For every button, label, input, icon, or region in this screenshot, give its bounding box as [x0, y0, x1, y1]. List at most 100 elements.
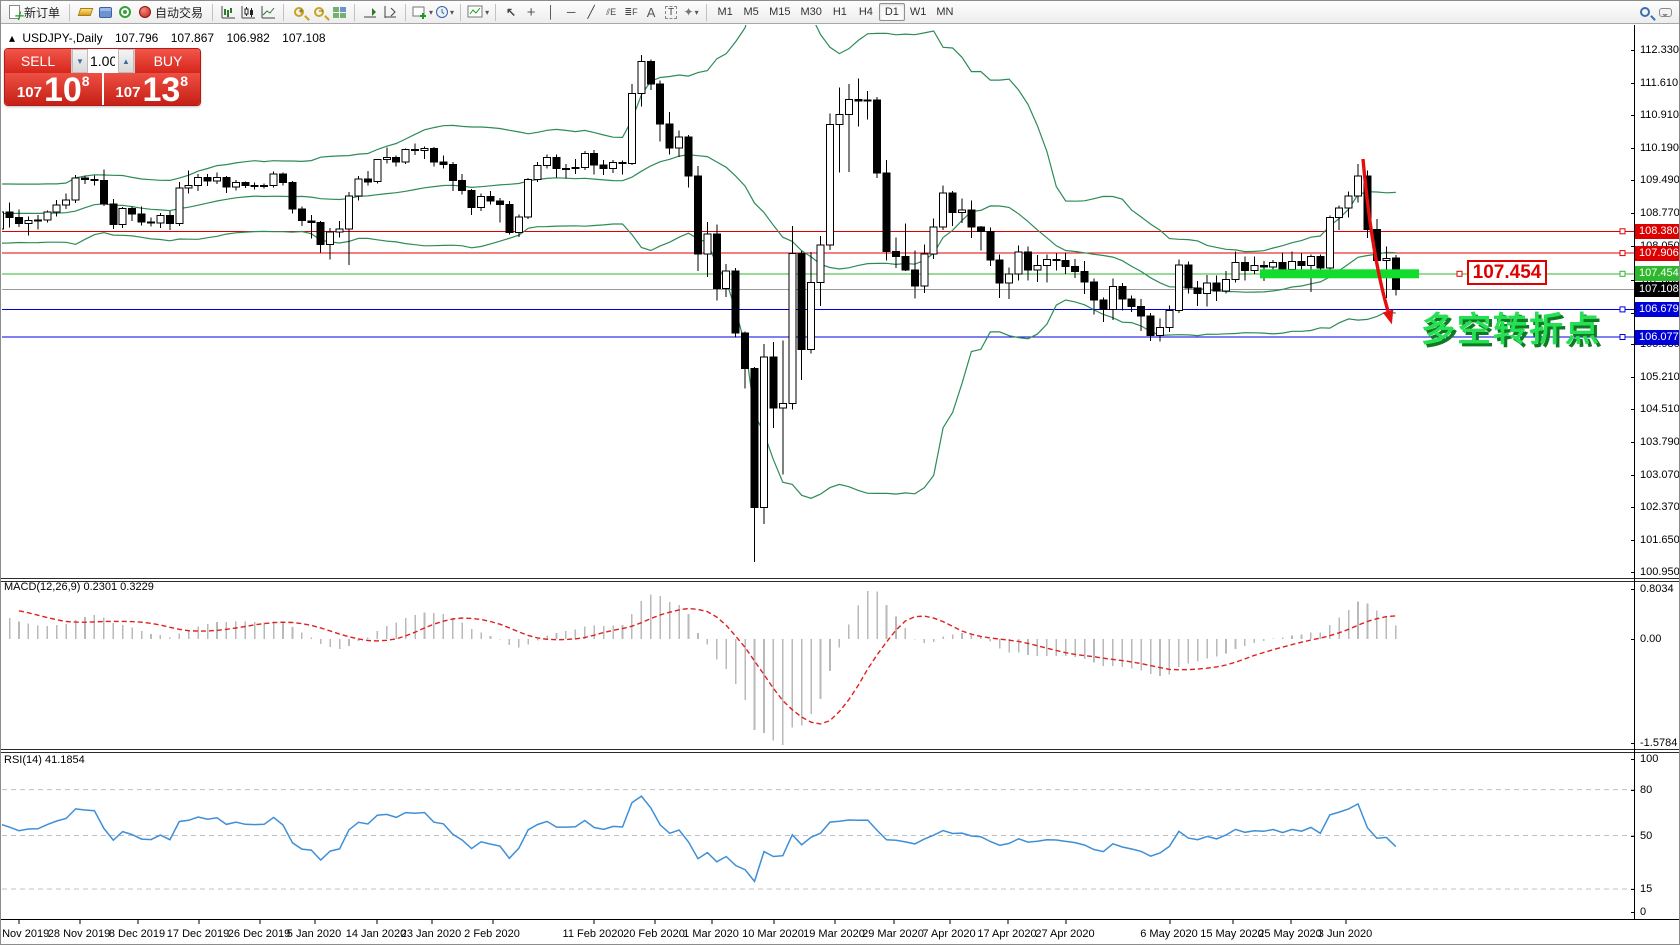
candle	[590, 152, 599, 166]
date-label: 6 May 2020	[1140, 928, 1198, 940]
candle	[392, 156, 401, 163]
date-label: 7 Apr 2020	[922, 928, 976, 940]
label-handle[interactable]	[1456, 270, 1463, 277]
buy-button[interactable]: BUY	[135, 49, 200, 73]
candle	[826, 123, 834, 246]
feedback-icon[interactable]	[1656, 2, 1674, 22]
toolbar: ＋ 新订单 自动交易 + − ▾ ▾	[1, 1, 1679, 24]
auto-trading-button[interactable]: 自动交易	[135, 2, 207, 22]
bollinger-bands	[2, 25, 1396, 499]
candle	[1222, 279, 1230, 292]
timeframe-H1[interactable]: H1	[832, 6, 847, 18]
zoom-in-icon[interactable]: +	[290, 2, 308, 22]
timeframe-bar: M1 M5 M15 M30 H1 H4 D1 W1 MN	[712, 3, 958, 21]
candle	[1005, 273, 1014, 284]
timeframe-D1[interactable]: D1	[878, 3, 905, 21]
chart-shift-icon[interactable]	[381, 2, 399, 22]
candle	[128, 207, 137, 215]
volume-increase-button[interactable]: ▲	[118, 49, 134, 73]
date-label: 17 Apr 2020	[977, 928, 1037, 940]
volume-decrease-button[interactable]: ▼	[72, 49, 88, 73]
line-handle[interactable]	[1619, 334, 1626, 340]
timeframe-W1[interactable]: W1	[909, 6, 927, 18]
text-label-icon[interactable]: T	[662, 2, 680, 22]
new-chart-icon[interactable]: ▾	[412, 2, 433, 22]
terminal-icon[interactable]	[96, 2, 114, 22]
price-badge: 107.906	[1635, 246, 1679, 261]
date-label: 11 Feb 2020	[562, 928, 624, 940]
ohlc-close: 107.108	[282, 31, 326, 45]
candle	[165, 215, 174, 224]
date-label: 19 Mar 2020	[803, 928, 865, 940]
object-marker-icon: ▴	[9, 31, 16, 45]
cursor-icon[interactable]: ↖	[506, 5, 517, 19]
zoom-out-icon[interactable]: −	[310, 2, 328, 22]
chart-canvas[interactable]	[2, 25, 1634, 945]
candle	[1165, 310, 1174, 329]
tile-windows-icon[interactable]	[330, 2, 348, 22]
sell-button[interactable]: SELL	[5, 49, 71, 73]
timeframe-H4[interactable]: H4	[858, 6, 873, 18]
candle	[147, 221, 155, 224]
pane-separator[interactable]	[1, 578, 1679, 579]
line-handle[interactable]	[1619, 228, 1626, 235]
sell-price[interactable]: 107 10 8	[16, 71, 90, 106]
candle	[901, 256, 910, 271]
search-icon[interactable]	[1636, 2, 1654, 22]
volume-input[interactable]	[88, 49, 118, 73]
equidistant-channel-icon[interactable]: ⫽ E	[606, 6, 617, 18]
timeframe-MN[interactable]: MN	[936, 6, 954, 18]
horizontal-line-icon[interactable]: ─	[566, 5, 576, 19]
candle	[99, 179, 108, 205]
chart-profiles-icon[interactable]: ▾	[435, 2, 454, 22]
price-label[interactable]: 107.454	[1467, 260, 1547, 285]
candle	[1250, 265, 1259, 271]
fibonacci-icon[interactable]: ≣ F	[624, 6, 638, 18]
candle	[109, 203, 118, 226]
candlestick-chart-icon[interactable]	[239, 2, 257, 22]
line-chart-icon[interactable]	[259, 2, 277, 22]
timeframe-M5[interactable]: M5	[743, 6, 759, 18]
auto-scroll-icon[interactable]	[361, 2, 379, 22]
highlight-bar-object[interactable]	[1260, 269, 1419, 279]
candle	[156, 215, 165, 224]
market-depth-icon[interactable]	[76, 2, 94, 22]
separator	[69, 3, 71, 21]
price-badge: 107.108	[1635, 282, 1679, 297]
line-handle[interactable]	[1619, 270, 1626, 277]
timeframe-M15[interactable]: M15	[769, 6, 791, 18]
buy-price[interactable]: 107 13 8	[115, 71, 189, 106]
indicators-icon[interactable]: ▾	[467, 2, 489, 22]
signals-icon[interactable]	[116, 2, 134, 22]
new-order-button[interactable]: ＋ 新订单	[5, 2, 64, 23]
candle	[458, 179, 467, 191]
rsi-tick: 50	[1640, 830, 1653, 842]
date-label: 27 Apr 2020	[1035, 928, 1095, 940]
timeframe-M30[interactable]: M30	[800, 6, 822, 18]
candle	[326, 231, 335, 246]
candle	[288, 182, 297, 210]
candle	[1297, 261, 1306, 266]
pane-separator[interactable]	[1, 749, 1679, 750]
line-handle[interactable]	[1619, 306, 1626, 313]
candle	[1259, 265, 1268, 268]
annotation-text[interactable]: 多空转折点	[1421, 311, 1601, 349]
line-handle[interactable]	[1619, 250, 1626, 257]
trendline-icon[interactable]: ╱	[587, 5, 595, 19]
bar-chart-icon[interactable]	[219, 2, 237, 22]
timeframe-M1[interactable]: M1	[717, 6, 733, 18]
candle	[1156, 327, 1164, 337]
candle	[62, 199, 71, 206]
price-tick: 104.510	[1640, 403, 1680, 415]
arrow-object[interactable]	[1361, 158, 1394, 325]
vertical-line-icon[interactable]: │	[547, 5, 555, 19]
ohlc-high: 107.867	[170, 31, 215, 45]
crosshair-icon[interactable]: +	[526, 3, 536, 21]
text-icon[interactable]: A	[646, 4, 656, 20]
separator	[706, 3, 708, 21]
candle	[1193, 287, 1202, 294]
candle	[213, 177, 221, 182]
price-axis[interactable]: 112.330 111.610 110.910 110.190 109.490 108.7…	[1631, 25, 1680, 944]
shapes-icon[interactable]: ✦ ▾	[683, 5, 699, 19]
